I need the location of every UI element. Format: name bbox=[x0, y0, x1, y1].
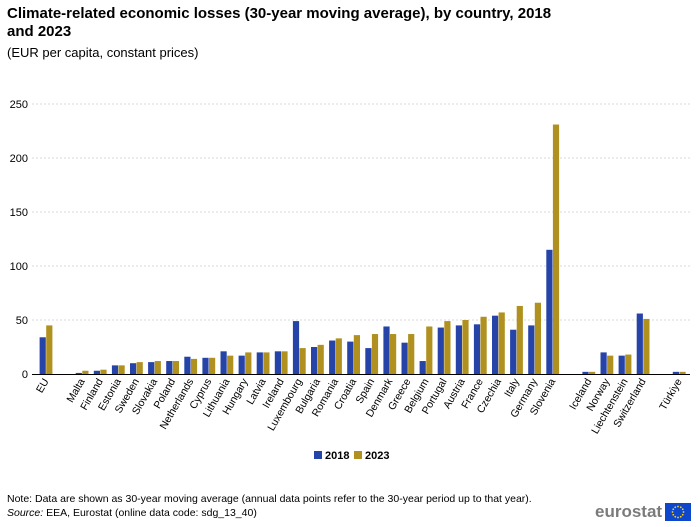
bar-2023 bbox=[227, 355, 234, 374]
bar-2023 bbox=[209, 357, 216, 374]
bar-2023 bbox=[679, 371, 686, 374]
bar-2023 bbox=[281, 351, 288, 374]
bar-2023 bbox=[462, 320, 469, 374]
bar-2023 bbox=[263, 352, 270, 374]
bar-2018 bbox=[600, 352, 607, 374]
bar-2023 bbox=[190, 358, 198, 374]
bar-2018 bbox=[528, 325, 535, 374]
bar-2018 bbox=[546, 249, 553, 374]
bar-2023 bbox=[371, 334, 379, 374]
bar-2018 bbox=[202, 357, 209, 374]
eurostat-logo: eurostat bbox=[595, 502, 692, 522]
legend-label-2023: 2023 bbox=[365, 450, 389, 462]
bar-2023 bbox=[408, 334, 415, 374]
bar-2023 bbox=[118, 365, 125, 374]
bar-2023 bbox=[136, 362, 143, 374]
bar-2023 bbox=[335, 338, 342, 374]
x-tick-label: Türkiye bbox=[657, 376, 685, 412]
bar-2023 bbox=[589, 371, 596, 374]
y-tick-label: 50 bbox=[16, 315, 28, 327]
bar-2023 bbox=[390, 334, 397, 374]
y-tick-label: 100 bbox=[10, 261, 28, 273]
y-tick-label: 150 bbox=[10, 207, 28, 219]
chart-title: Climate-related economic losses (30-year… bbox=[7, 5, 552, 40]
chart-subtitle: (EUR per capita, constant prices) bbox=[7, 45, 199, 60]
bar-2018 bbox=[148, 362, 155, 374]
bar-2018 bbox=[39, 337, 46, 374]
bar-2018 bbox=[93, 370, 100, 374]
y-tick-label: 0 bbox=[22, 369, 28, 381]
bar-2018 bbox=[672, 371, 679, 374]
bar-2018 bbox=[274, 351, 281, 374]
bar-2023 bbox=[480, 316, 487, 374]
legend-swatch-2023 bbox=[354, 451, 362, 459]
bar-2018 bbox=[437, 327, 444, 374]
bar-2023 bbox=[552, 124, 560, 375]
bar-2023 bbox=[498, 312, 505, 374]
bar-2018 bbox=[311, 347, 318, 374]
chart-note: Note: Data are shown as 30-year moving a… bbox=[7, 493, 532, 505]
bar-2018 bbox=[383, 326, 390, 374]
bar-2018 bbox=[130, 363, 137, 374]
bar-2018 bbox=[492, 315, 499, 374]
bar-2018 bbox=[111, 365, 119, 374]
bar-2023 bbox=[317, 344, 324, 374]
bar-2018 bbox=[292, 321, 300, 374]
bar-2018 bbox=[419, 361, 426, 374]
bar-2018 bbox=[510, 329, 517, 374]
bar-2023 bbox=[426, 326, 433, 374]
bar-2023 bbox=[353, 335, 360, 374]
bar-2018 bbox=[455, 325, 462, 374]
bar-2023 bbox=[100, 369, 107, 374]
bar-2023 bbox=[172, 361, 179, 374]
bar-2023 bbox=[245, 352, 252, 374]
logo-text: eurostat bbox=[595, 502, 663, 521]
chart-source: Source: EEA, Eurostat (online data code:… bbox=[7, 507, 257, 520]
bar-2018 bbox=[618, 355, 625, 374]
bar-2023 bbox=[607, 355, 614, 374]
x-tick-label: EU bbox=[34, 377, 52, 396]
source-label: Source: bbox=[7, 507, 44, 519]
bar-2023 bbox=[82, 370, 89, 374]
bar-2018 bbox=[220, 351, 227, 374]
bar-2023 bbox=[534, 302, 541, 374]
bar-2023 bbox=[299, 348, 306, 374]
bar-2018 bbox=[75, 372, 82, 374]
bar-2023 bbox=[154, 361, 161, 374]
bar-2023 bbox=[444, 321, 451, 374]
bar-2018 bbox=[582, 371, 589, 374]
bar-2018 bbox=[347, 341, 354, 374]
bar-2018 bbox=[329, 340, 336, 374]
legend-swatch-2018 bbox=[314, 451, 322, 459]
y-tick-label: 200 bbox=[10, 153, 28, 165]
bar-2023 bbox=[643, 318, 650, 374]
eu-flag-icon bbox=[665, 503, 692, 521]
bar-2018 bbox=[636, 313, 643, 374]
bar-2018 bbox=[184, 356, 191, 374]
bar-2018 bbox=[473, 324, 481, 374]
source-text: EEA, Eurostat (online data code: sdg_13_… bbox=[43, 507, 257, 519]
bar-2023 bbox=[46, 325, 53, 374]
y-tick-label: 250 bbox=[10, 99, 28, 111]
bar-2023 bbox=[625, 354, 632, 374]
legend-label-2018: 2018 bbox=[325, 450, 349, 462]
bar-2018 bbox=[401, 342, 408, 374]
bar-2018 bbox=[238, 355, 245, 374]
bar-2018 bbox=[256, 352, 263, 374]
bar-2018 bbox=[365, 348, 372, 374]
bar-2018 bbox=[166, 361, 173, 374]
bar-2023 bbox=[516, 305, 523, 374]
